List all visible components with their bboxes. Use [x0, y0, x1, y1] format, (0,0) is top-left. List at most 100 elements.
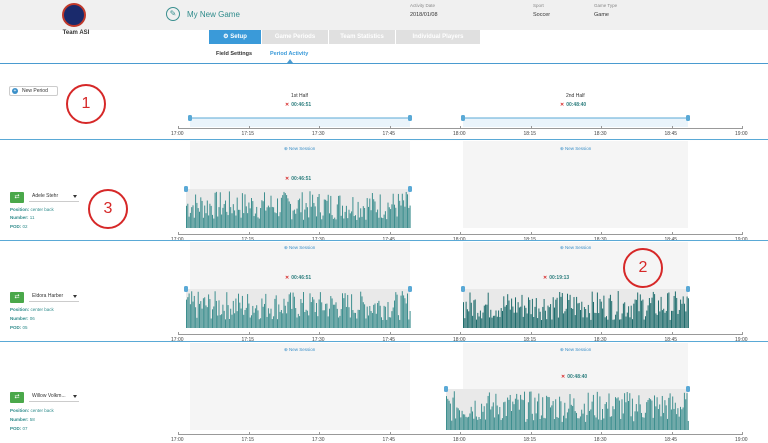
edit-icon[interactable]: ✎: [166, 7, 180, 21]
activity-bar: [608, 393, 610, 430]
activity-bar: [381, 217, 382, 228]
axis-tick-label: 17:45: [382, 437, 396, 443]
activity-bar: [509, 309, 511, 328]
activity-bar: [598, 313, 600, 328]
activity-bar: [296, 208, 298, 228]
activity-bar: [566, 412, 568, 430]
axis-tick: [178, 332, 179, 335]
axis-tick-label: 18:30: [594, 131, 607, 137]
new-session-link[interactable]: ⊕ New Session: [560, 347, 592, 352]
subtab-field-settings[interactable]: Field Settings: [216, 51, 253, 57]
activity-bar: [200, 301, 202, 328]
activity-bar: [638, 311, 640, 328]
activity-bar: [238, 293, 239, 328]
activity-bar: [375, 212, 377, 228]
tab-setup[interactable]: ⚙ Setup: [209, 30, 261, 44]
drag-handle[interactable]: [686, 115, 690, 121]
activity-bar: [504, 401, 506, 430]
activity-bar: [611, 416, 613, 430]
new-session-link[interactable]: ⊕ New Session: [284, 146, 316, 151]
subtab-period-activity[interactable]: Period Activity: [270, 51, 309, 57]
activity-bar: [517, 302, 519, 328]
activity-bar: [647, 305, 649, 328]
drag-handle[interactable]: [408, 286, 412, 292]
activity-bar: [188, 293, 190, 328]
activity-bar: [568, 299, 570, 328]
activity-bar: [293, 209, 295, 228]
drag-handle[interactable]: [686, 286, 690, 292]
activity-bar: [615, 397, 616, 430]
activity-bar: [556, 297, 558, 328]
activity-bar: [210, 318, 212, 328]
activity-bar: [366, 198, 368, 228]
activity-bar: [551, 405, 553, 430]
activity-bar: [561, 293, 563, 328]
activity-bar: [603, 418, 605, 430]
activity-bar: [602, 409, 603, 430]
activity-bar: [206, 307, 208, 328]
activity-bar: [269, 313, 271, 328]
activity-bar: [378, 217, 380, 228]
activity-bar: [347, 294, 349, 328]
activity-bar: [386, 319, 388, 328]
activity-bar: [501, 418, 503, 430]
new-session-link[interactable]: ⊕ New Session: [560, 146, 592, 151]
activity-bar: [569, 394, 571, 430]
drag-handle[interactable]: [408, 186, 412, 192]
activity-bar: [676, 297, 678, 328]
activity-bar: [303, 219, 304, 228]
tab-individual-players[interactable]: Individual Players: [396, 30, 480, 44]
tab-game-periods[interactable]: Game Periods: [262, 30, 328, 44]
activity-bar: [335, 302, 337, 328]
new-period-label: New Period: [22, 88, 48, 94]
activity-bar: [265, 293, 267, 328]
new-period-button[interactable]: + New Period: [9, 86, 58, 96]
activity-bar: [371, 193, 373, 228]
drag-handle[interactable]: [461, 286, 465, 292]
activity-bar: [674, 402, 676, 430]
activity-bar: [217, 315, 219, 328]
activity-bar: [240, 308, 242, 328]
player-select[interactable]: Willow Volkm...: [29, 392, 79, 402]
activity-bar: [321, 302, 323, 328]
activity-bar: [188, 216, 190, 228]
drag-handle[interactable]: [408, 115, 412, 121]
new-session-link[interactable]: ⊕ New Session: [284, 347, 316, 352]
activity-bar: [210, 205, 212, 228]
activity-bar: [262, 201, 264, 228]
activity-bar: [192, 301, 194, 328]
activity-bar: [253, 216, 255, 228]
drag-handle[interactable]: [444, 386, 448, 392]
drag-handle[interactable]: [188, 115, 192, 121]
activity-bar: [261, 200, 263, 228]
drag-handle[interactable]: [184, 186, 188, 192]
activity-bar: [548, 397, 550, 430]
activity-bar: [262, 306, 264, 328]
drag-handle[interactable]: [461, 115, 465, 121]
activity-bar: [478, 416, 480, 430]
activity-bar: [615, 314, 617, 328]
activity-bar: [626, 312, 628, 328]
player-select[interactable]: Eldora Harber: [29, 292, 79, 302]
activity-bar: [271, 319, 273, 328]
player-select[interactable]: Adele Stehr: [29, 192, 79, 202]
activity-bar: [291, 308, 293, 328]
team-logo: [62, 3, 86, 27]
activity-bar: [270, 308, 272, 328]
activity-bar: [199, 303, 200, 328]
activity-bar: [678, 309, 680, 328]
activity-bar: [646, 402, 648, 430]
drag-handle[interactable]: [686, 386, 690, 392]
activity-bar: [325, 303, 327, 328]
activity-bar: [460, 417, 462, 430]
player-number: Number: 06: [10, 316, 35, 321]
new-session-link[interactable]: ⊕ New Session: [284, 245, 316, 250]
tab-team-statistics[interactable]: Team Statistics: [329, 30, 395, 44]
activity-bar: [676, 414, 678, 430]
activity-bar: [554, 307, 555, 328]
activity-bar: [397, 315, 399, 328]
new-session-link[interactable]: ⊕ New Session: [560, 245, 592, 250]
activity-bar: [643, 319, 645, 328]
activity-bar: [586, 317, 588, 328]
drag-handle[interactable]: [184, 286, 188, 292]
